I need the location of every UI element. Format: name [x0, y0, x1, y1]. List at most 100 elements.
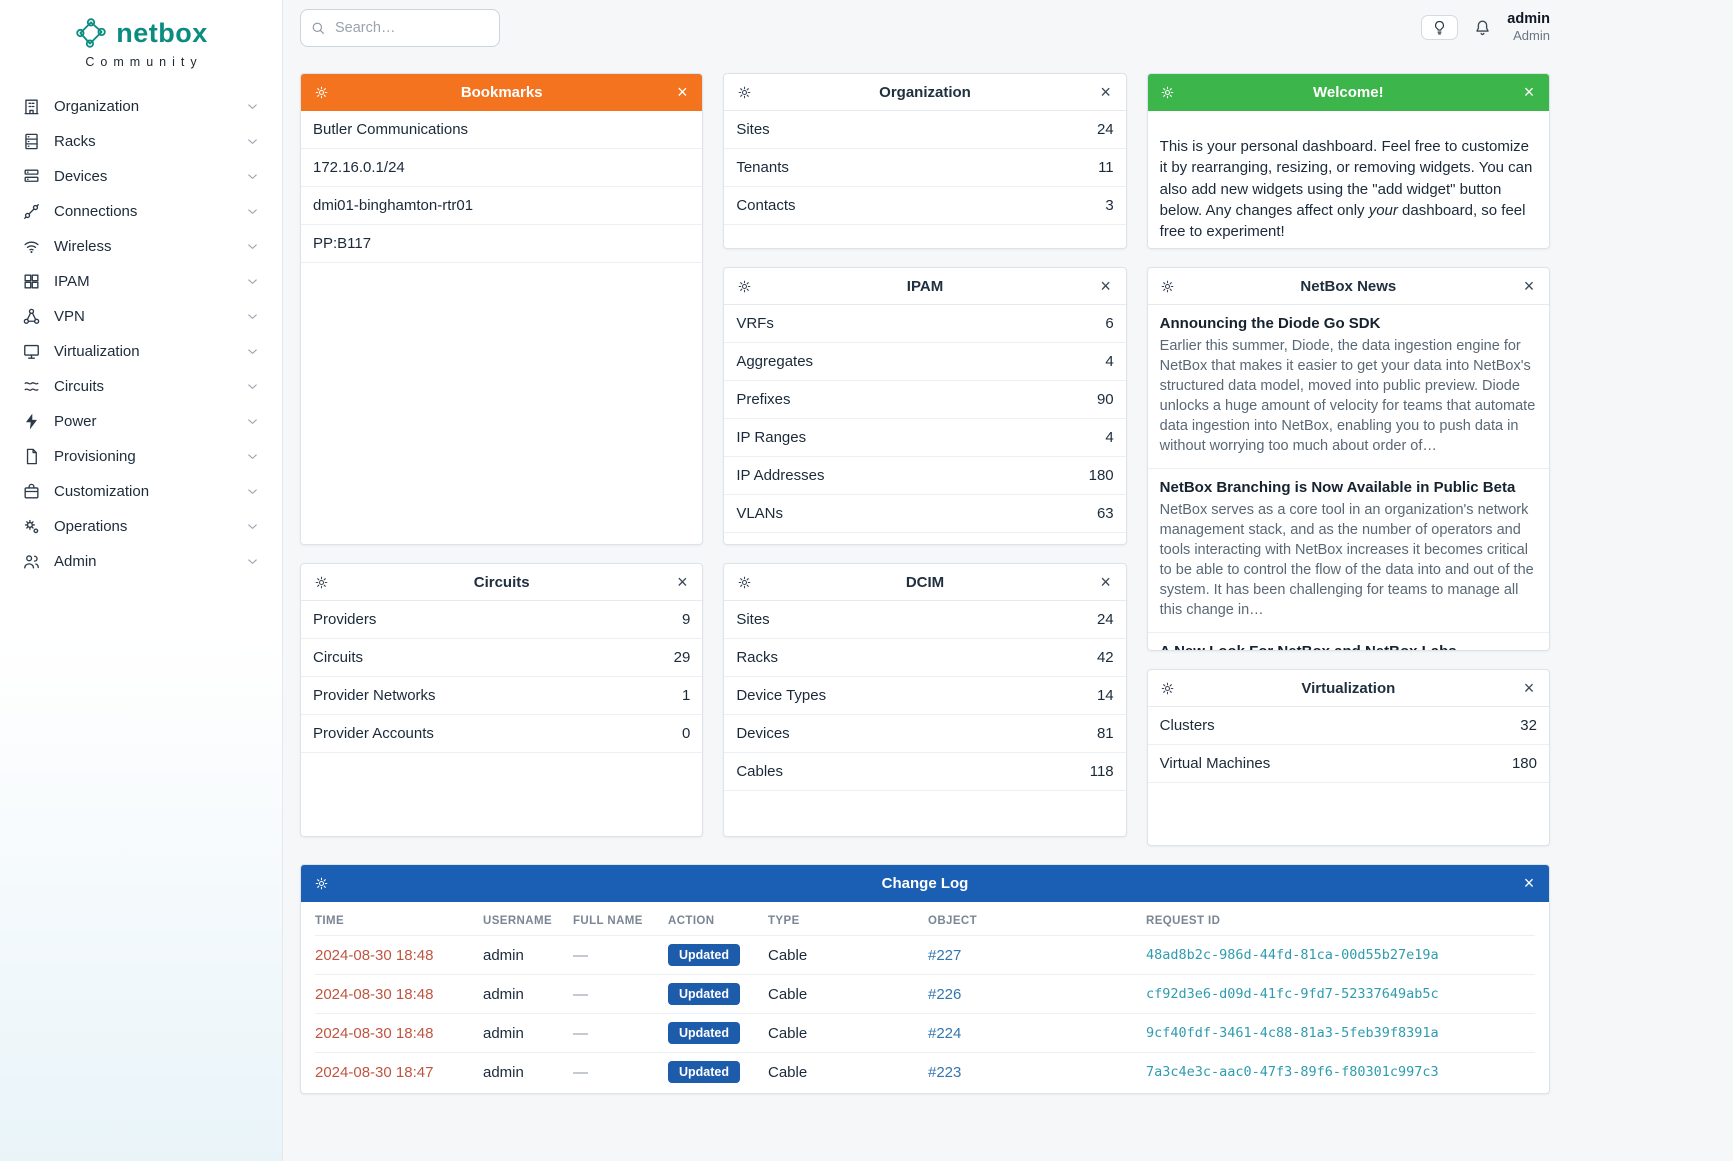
- changelog-object-link[interactable]: #224: [928, 1024, 962, 1042]
- stat-row[interactable]: VLANs 63: [724, 495, 1126, 533]
- close-icon[interactable]: ×: [1096, 82, 1116, 102]
- gear-icon[interactable]: [1158, 276, 1178, 296]
- sidebar-item-racks[interactable]: Racks: [10, 124, 272, 159]
- close-icon[interactable]: ×: [1096, 276, 1116, 296]
- gear-icon[interactable]: [311, 572, 331, 592]
- sidebar-item-virtualization[interactable]: Virtualization: [10, 334, 272, 369]
- close-icon[interactable]: ×: [1519, 678, 1539, 698]
- gear-icon[interactable]: [734, 276, 754, 296]
- stat-value: 118: [1089, 763, 1114, 780]
- notifications-button[interactable]: [1473, 18, 1492, 37]
- sidebar-item-organization[interactable]: Organization: [10, 89, 272, 124]
- sidebar-item-ipam[interactable]: IPAM: [10, 264, 272, 299]
- stat-row[interactable]: Prefixes 90: [724, 381, 1126, 419]
- bookmark-link[interactable]: 172.16.0.1/24: [301, 149, 703, 187]
- changelog-time-link[interactable]: 2024-08-30 18:47: [315, 1063, 434, 1081]
- chevron-down-icon: [245, 274, 260, 289]
- bookmark-link[interactable]: Butler Communications: [301, 111, 703, 149]
- changelog-request-link[interactable]: cf92d3e6-d09d-41fc-9fd7-52337649ab5c: [1146, 986, 1439, 1002]
- changelog-time-link[interactable]: 2024-08-30 18:48: [315, 1024, 434, 1042]
- stat-row[interactable]: Clusters 32: [1147, 707, 1549, 745]
- stat-row[interactable]: Device Types 14: [724, 677, 1126, 715]
- brand[interactable]: netbox Community: [0, 0, 282, 73]
- gear-icon[interactable]: [734, 572, 754, 592]
- theme-toggle-button[interactable]: [1421, 14, 1459, 40]
- stat-row[interactable]: Sites 24: [724, 601, 1126, 639]
- changelog-request-link[interactable]: 48ad8b2c-986d-44fd-81ca-00d55b27e19a: [1146, 947, 1439, 963]
- widget-title: DCIM: [905, 573, 945, 591]
- changelog-object-link[interactable]: #223: [928, 1063, 962, 1081]
- chevron-down-icon: [245, 484, 260, 499]
- widget-ipam: IPAM × VRFs 6 Aggregates 4 Prefixes 90 IP R…: [723, 267, 1127, 545]
- bookmark-link[interactable]: dmi01-binghamton-rtr01: [301, 187, 703, 225]
- changelog-request-link[interactable]: 9cf40fdf-3461-4c88-81a3-5feb39f8391a: [1146, 1025, 1439, 1041]
- column-header: OBJECT: [928, 915, 978, 927]
- close-icon[interactable]: ×: [1096, 572, 1116, 592]
- stat-row[interactable]: IP Addresses 180: [724, 457, 1126, 495]
- sidebar-item-provisioning[interactable]: Provisioning: [10, 439, 272, 474]
- gear-icon[interactable]: [311, 873, 331, 893]
- sidebar-item-label: Wireless: [54, 238, 112, 255]
- widget-circuits: Circuits × Providers 9 Circuits 29 Provide…: [300, 563, 704, 837]
- stat-row[interactable]: Providers 9: [301, 601, 703, 639]
- close-icon[interactable]: ×: [672, 82, 692, 102]
- close-icon[interactable]: ×: [672, 572, 692, 592]
- gear-icon[interactable]: [1158, 82, 1178, 102]
- stat-row[interactable]: Aggregates 4: [724, 343, 1126, 381]
- sidebar-item-power[interactable]: Power: [10, 404, 272, 439]
- stat-row[interactable]: IP Ranges 4: [724, 419, 1126, 457]
- stat-row[interactable]: Cables 118: [724, 753, 1126, 791]
- bookmark-link[interactable]: PP:B117: [301, 225, 703, 263]
- stat-row[interactable]: Circuits 29: [301, 639, 703, 677]
- widget-dcim: DCIM × Sites 24 Racks 42 Device Types 14 De…: [723, 563, 1127, 837]
- stat-label: Sites: [736, 121, 770, 138]
- stat-row[interactable]: Provider Networks 1: [301, 677, 703, 715]
- stat-row[interactable]: Virtual Machines 180: [1147, 745, 1549, 783]
- brand-name: netbox: [116, 17, 208, 48]
- sidebar-item-devices[interactable]: Devices: [10, 159, 272, 194]
- monitor-icon: [22, 342, 41, 361]
- stat-row[interactable]: Racks 42: [724, 639, 1126, 677]
- widget-netbox-news: NetBox News × Announcing the Diode Go SD…: [1146, 267, 1550, 651]
- changelog-action: Updated: [668, 983, 768, 1005]
- sidebar-item-vpn[interactable]: VPN: [10, 299, 272, 334]
- changelog-action: Updated: [668, 944, 768, 966]
- sidebar-item-label: Power: [54, 413, 97, 430]
- stat-row[interactable]: VRFs 6: [724, 305, 1126, 343]
- widget-title: Bookmarks: [460, 83, 543, 101]
- stat-row[interactable]: Tenants 11: [724, 149, 1126, 187]
- stat-row[interactable]: Sites 24: [724, 111, 1126, 149]
- news-headline-link[interactable]: NetBox Branching is Now Available in Pub…: [1159, 479, 1516, 496]
- sidebar-item-operations[interactable]: Operations: [10, 509, 272, 544]
- search-input[interactable]: [300, 8, 500, 47]
- user-menu[interactable]: admin Admin: [1507, 11, 1550, 44]
- gear-icon[interactable]: [734, 82, 754, 102]
- sidebar-item-admin[interactable]: Admin: [10, 544, 272, 579]
- devices-icon: [22, 167, 41, 186]
- sidebar-item-circuits[interactable]: Circuits: [10, 369, 272, 404]
- gear-icon[interactable]: [1158, 678, 1178, 698]
- stat-row[interactable]: Contacts 3: [724, 187, 1126, 225]
- changelog-object-link[interactable]: #227: [928, 946, 962, 964]
- column-header: TIME: [315, 915, 345, 927]
- chevron-down-icon: [245, 554, 260, 569]
- stat-row[interactable]: Provider Accounts 0: [301, 715, 703, 753]
- close-icon[interactable]: ×: [1519, 873, 1539, 893]
- sidebar-item-connections[interactable]: Connections: [10, 194, 272, 229]
- changelog-type: Cable: [768, 1063, 808, 1081]
- stat-row[interactable]: Devices 81: [724, 715, 1126, 753]
- changelog-request-link[interactable]: 7a3c4e3c-aac0-47f3-89f6-f80301c997c3: [1146, 1064, 1439, 1080]
- sidebar-item-label: Devices: [54, 168, 108, 185]
- close-icon[interactable]: ×: [1519, 276, 1539, 296]
- gear-icon[interactable]: [311, 82, 331, 102]
- news-headline-link[interactable]: A New Look For NetBox and NetBox Labs: [1160, 643, 1537, 650]
- changelog-time-link[interactable]: 2024-08-30 18:48: [315, 985, 434, 1003]
- changelog-time-link[interactable]: 2024-08-30 18:48: [315, 946, 434, 964]
- sidebar-item-wireless[interactable]: Wireless: [10, 229, 272, 264]
- table-row: 2024-08-30 18:48 admin — Updated Cable #…: [315, 974, 1535, 1013]
- changelog-object-link[interactable]: #226: [928, 985, 962, 1003]
- news-headline-link[interactable]: Announcing the Diode Go SDK: [1159, 315, 1381, 332]
- close-icon[interactable]: ×: [1519, 82, 1539, 102]
- sidebar-item-customization[interactable]: Customization: [10, 474, 272, 509]
- welcome-text-part: This is your personal dashboard. Feel fr…: [1159, 138, 1533, 219]
